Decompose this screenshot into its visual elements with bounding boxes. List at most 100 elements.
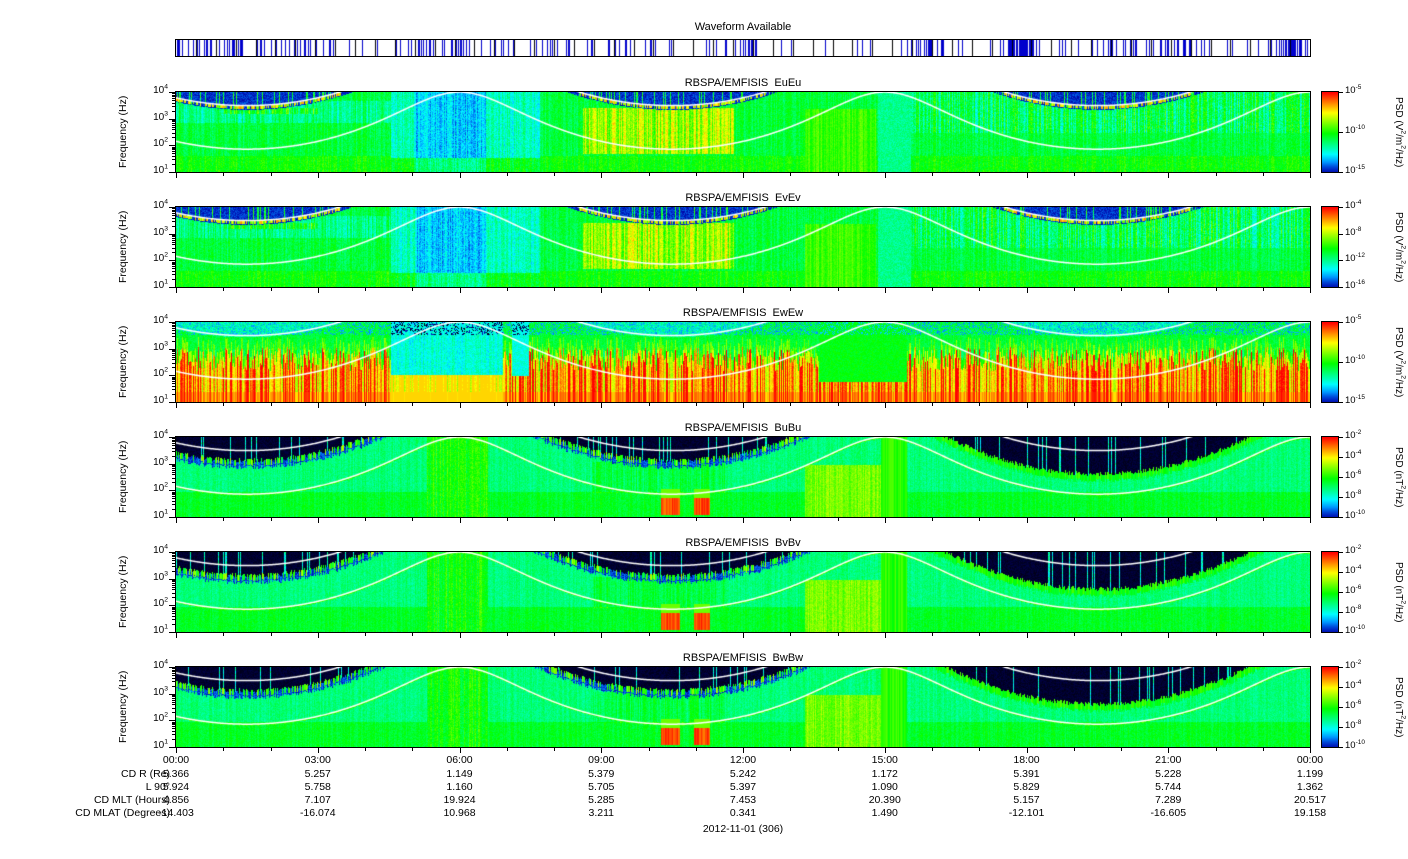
y-axis-minor-tick — [172, 362, 175, 364]
x-axis-tick — [1121, 288, 1122, 291]
y-axis-minor-tick — [172, 498, 175, 500]
x-axis-tick — [1168, 633, 1170, 638]
colorbar-tick-label: 10-10 — [1345, 623, 1365, 636]
x-axis-tick — [648, 518, 650, 521]
x-axis-tick — [554, 518, 555, 521]
y-axis-minor-tick — [172, 100, 175, 102]
y-axis-tick — [169, 402, 175, 403]
x-axis-tick — [365, 748, 366, 751]
ephemeris-value: 5.924 — [162, 781, 190, 793]
y-tick-label: 102 — [153, 252, 168, 265]
y-axis-minor-tick — [172, 455, 175, 457]
x-axis-tick — [1215, 748, 1217, 751]
colorbar-tick — [1339, 517, 1343, 518]
x-axis-tick — [743, 518, 744, 523]
y-axis-minor-tick — [172, 699, 175, 701]
y-tick-label: 102 — [153, 597, 168, 610]
ephemeris-row-label: L 90° — [145, 781, 170, 793]
x-axis-tick — [884, 633, 886, 638]
x-axis-tick — [1215, 173, 1217, 176]
colorbar-tick-label: 10-8 — [1345, 718, 1362, 731]
x-axis-tick — [554, 748, 555, 751]
x-axis-tick — [1121, 633, 1122, 636]
y-axis-tick — [169, 260, 175, 262]
y-axis-minor-tick — [172, 441, 175, 443]
spectrogram-canvas-ewew — [175, 321, 1311, 403]
y-axis-minor-tick — [172, 247, 175, 249]
y-axis-minor-tick — [172, 562, 175, 564]
x-axis-tick — [412, 748, 414, 751]
ephemeris-row-label: CD MLAT (Degrees) — [75, 807, 170, 819]
y-axis-tick — [169, 92, 175, 93]
colorbar-bvbv — [1321, 551, 1339, 633]
x-axis-tick — [1026, 633, 1028, 638]
time-tick-label: 00:00 — [1296, 754, 1324, 766]
y-axis-tick — [169, 437, 175, 438]
y-axis-minor-tick — [172, 129, 175, 131]
y-axis-minor-tick — [172, 379, 175, 381]
x-axis-tick — [979, 748, 981, 751]
y-axis-minor-tick — [172, 236, 175, 238]
ephemeris-value: 5.257 — [304, 768, 331, 780]
y-axis-minor-tick — [172, 266, 175, 268]
y-axis-minor-tick — [172, 607, 175, 609]
y-axis-minor-tick — [172, 492, 175, 494]
colorbar-tick — [1339, 457, 1343, 458]
y-axis-minor-tick — [172, 124, 175, 126]
colorbar-tick — [1339, 132, 1343, 133]
y-axis-minor-tick — [172, 466, 175, 468]
colorbar-tick — [1339, 362, 1343, 363]
y-tick-label: 102 — [153, 482, 168, 495]
y-axis-minor-tick — [172, 137, 175, 139]
ephemeris-value: 1.149 — [446, 768, 473, 780]
y-axis-minor-tick — [172, 376, 175, 378]
x-axis-tick — [1168, 173, 1170, 178]
x-axis-tick — [884, 288, 886, 293]
y-axis-minor-tick — [172, 704, 175, 706]
x-axis-tick — [1073, 173, 1075, 176]
y-axis-minor-tick — [172, 335, 175, 337]
x-axis-tick — [1310, 288, 1311, 293]
x-axis-tick — [176, 518, 177, 523]
x-axis-tick — [1026, 288, 1028, 293]
y-axis-tick — [169, 490, 175, 492]
colorbar-tick-label: 10-15 — [1345, 393, 1365, 406]
y-axis-minor-tick — [172, 560, 175, 562]
ephemeris-value: -14.403 — [158, 807, 194, 819]
x-axis-tick — [1215, 633, 1217, 636]
y-axis-minor-tick — [172, 609, 175, 611]
time-tick-label: 09:00 — [588, 754, 615, 766]
y-tick-label: 103 — [153, 570, 168, 583]
x-axis-tick — [790, 173, 792, 176]
x-axis-tick — [176, 633, 177, 638]
x-axis-tick — [790, 403, 792, 406]
y-axis-minor-tick — [172, 553, 175, 555]
x-axis-tick — [365, 518, 366, 521]
y-axis-minor-tick — [172, 615, 175, 617]
x-axis-tick — [459, 403, 461, 408]
ephemeris-value: 19.924 — [443, 794, 476, 806]
ephemeris-value: 5.829 — [1013, 781, 1040, 793]
y-axis-minor-tick — [172, 151, 175, 153]
y-axis-minor-tick — [172, 728, 175, 730]
colorbar-tick-label: 10-10 — [1345, 508, 1365, 521]
x-axis-tick — [932, 518, 933, 521]
ephemeris-value: 5.705 — [588, 781, 615, 793]
y-axis-minor-tick — [172, 377, 175, 379]
x-axis-tick — [884, 403, 886, 408]
ephemeris-value: 19.158 — [1293, 807, 1327, 819]
colorbar-tick-label: 10-6 — [1345, 583, 1362, 596]
x-axis-tick — [1121, 748, 1122, 751]
y-axis-minor-tick — [172, 359, 175, 361]
y-axis-tick — [169, 207, 175, 208]
x-axis-tick — [270, 403, 272, 406]
x-axis-tick — [743, 288, 744, 293]
y-axis-minor-tick — [172, 697, 175, 699]
colorbar-unit-label-bwbw: PSD (nT2/Hz) — [1393, 676, 1407, 738]
y-axis-tick — [169, 517, 175, 518]
y-axis-minor-tick — [172, 274, 175, 276]
ephemeris-value: -16.605 — [1150, 807, 1187, 819]
y-tick-label: 101 — [153, 163, 168, 176]
x-axis-tick — [270, 633, 272, 636]
y-axis-minor-tick — [172, 264, 175, 266]
